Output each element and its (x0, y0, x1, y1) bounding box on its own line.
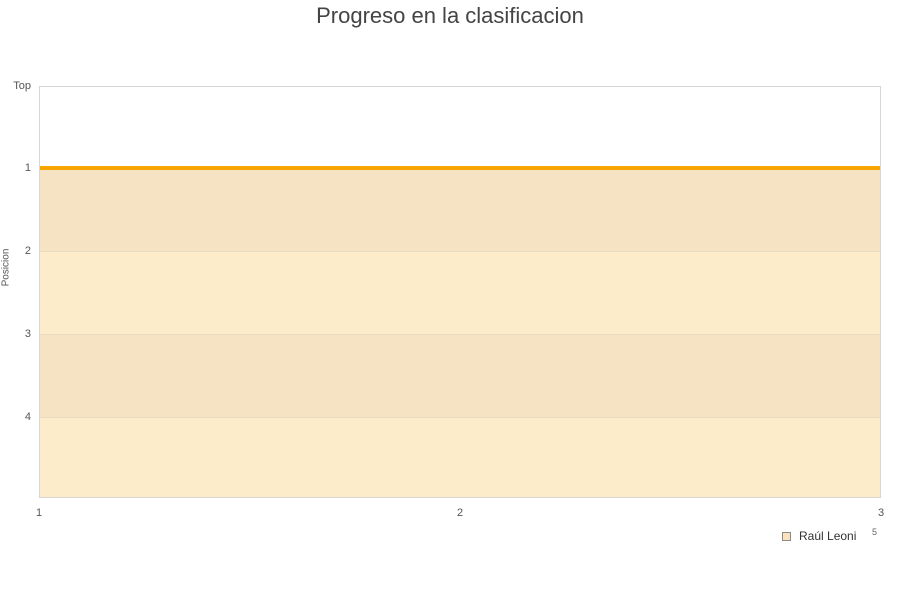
y-tick-label: 1 (24, 162, 31, 174)
legend-swatch-icon (782, 531, 791, 541)
plot-area[interactable] (39, 86, 881, 498)
band-3-4 (40, 334, 880, 417)
x-tick-label: 3 (877, 507, 885, 519)
band-2-3 (40, 251, 880, 334)
page-title: Progreso en la clasificacion (316, 3, 584, 28)
series-line-raul-leoni[interactable] (40, 166, 880, 170)
y-axis-tick-labels: Top 1 2 3 4 (0, 0, 31, 600)
y-tick-label: 4 (24, 411, 31, 423)
x-tick-label: 2 (456, 507, 464, 519)
gridline-2 (40, 251, 880, 252)
gridline-4 (40, 417, 880, 418)
legend-item-label[interactable]: Raúl Leoni (799, 529, 857, 543)
y-tick-label: 2 (24, 245, 31, 257)
band-1-2 (40, 168, 880, 251)
legend[interactable]: Raúl Leoni (782, 528, 856, 544)
band-4-bottom (40, 417, 880, 497)
band-above-top (40, 87, 880, 168)
clipped-label: 5 (872, 527, 878, 537)
x-tick-label: 1 (35, 507, 43, 519)
y-tick-label: 3 (24, 328, 31, 340)
gridline-3 (40, 334, 880, 335)
y-tick-label: Top (13, 80, 31, 92)
